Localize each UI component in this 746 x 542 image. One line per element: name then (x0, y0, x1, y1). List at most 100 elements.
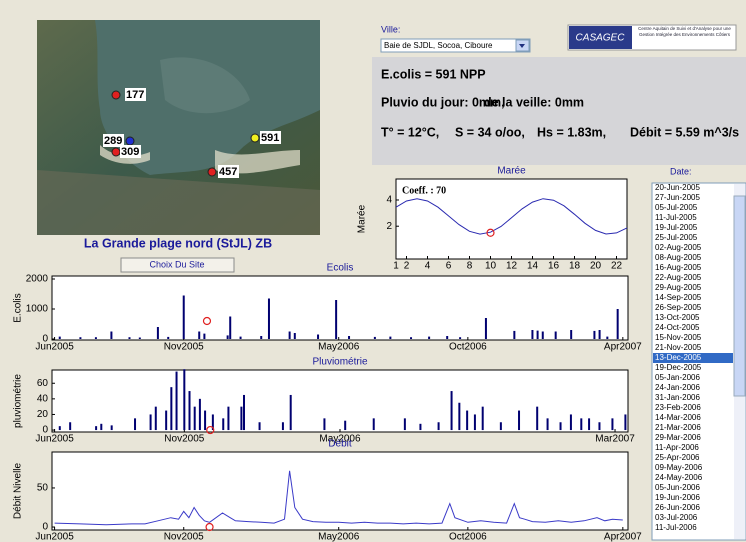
date-item[interactable]: 13-Dec-2005 (655, 353, 702, 362)
bar (617, 309, 619, 339)
chart-title: Marée (497, 166, 526, 177)
y-tick-label: 50 (37, 483, 49, 494)
bar (176, 372, 178, 430)
date-item[interactable]: 11-Jul-2005 (655, 213, 697, 222)
x-tick-label: Jun2005 (35, 532, 74, 542)
date-item[interactable]: 16-Aug-2005 (655, 263, 702, 272)
ville-value[interactable]: Baie de SJDL, Socoa, Ciboure (384, 41, 493, 50)
bar (199, 399, 201, 430)
x-tick-label: 8 (467, 261, 473, 272)
x-tick-label: May2006 (318, 532, 360, 542)
date-item[interactable]: 15-Nov-2005 (655, 333, 702, 342)
ecolis-info: E.colis = 591 NPP (381, 67, 486, 81)
date-item[interactable]: 23-Feb-2006 (655, 403, 701, 412)
bar (451, 391, 453, 430)
map-marker[interactable] (112, 91, 120, 99)
marker-label: 457 (219, 166, 237, 178)
y-tick-label: 60 (37, 378, 49, 389)
bar (150, 414, 152, 430)
marker-label: 177 (126, 89, 144, 101)
x-tick-label: Jun2005 (35, 434, 74, 445)
wave-height: Hs = 1.83m, (537, 125, 606, 139)
x-tick-label: 2 (404, 261, 410, 272)
x-tick-label: 1 (393, 261, 399, 272)
date-item[interactable]: 19-Dec-2005 (655, 363, 702, 372)
bar (335, 300, 337, 339)
logo-name: CASAGEC (576, 33, 626, 44)
date-item[interactable]: 21-Nov-2005 (655, 343, 702, 352)
plot-area (52, 276, 628, 340)
bar (222, 418, 224, 430)
bar (593, 331, 595, 339)
date-item[interactable]: 31-Jan-2006 (655, 393, 700, 402)
bar (100, 424, 102, 430)
date-item[interactable]: 09-May-2006 (655, 463, 703, 472)
date-item[interactable]: 11-Jul-2006 (655, 523, 697, 532)
bar (243, 395, 245, 430)
plot-area (52, 452, 628, 530)
date-item[interactable]: 25-Jul-2005 (655, 233, 698, 242)
date-item[interactable]: 05-Jul-2005 (655, 203, 698, 212)
map-caption: La Grande plage nord (StJL) ZB (84, 236, 272, 250)
logo-text-box: Centre Aquitain de Suivi et d'Analyse po… (634, 26, 735, 49)
bar (513, 331, 515, 339)
date-item[interactable]: 11-Apr-2006 (655, 443, 699, 452)
bar (547, 418, 549, 430)
date-item[interactable]: 05-Jun-2006 (655, 483, 700, 492)
y-tick-label: 0 (42, 522, 48, 533)
date-item[interactable]: 08-Aug-2005 (655, 253, 702, 262)
date-item[interactable]: 14-Sep-2005 (655, 293, 702, 302)
date-item[interactable]: 29-Mar-2006 (655, 433, 701, 442)
date-item[interactable]: 19-Jul-2005 (655, 223, 698, 232)
date-item[interactable]: 27-Jun-2005 (655, 193, 700, 202)
map-marker[interactable] (126, 137, 134, 145)
bar (542, 332, 544, 340)
bar (611, 418, 613, 430)
marker-label: 289 (104, 135, 122, 147)
x-tick-label: Apr2007 (604, 342, 642, 353)
date-item[interactable]: 24-Oct-2005 (655, 323, 700, 332)
date-item[interactable]: 29-Aug-2005 (655, 283, 702, 292)
bar (165, 411, 167, 430)
bar (189, 391, 191, 430)
date-item[interactable]: 20-Jun-2005 (655, 183, 700, 192)
date-item[interactable]: 03-Jul-2006 (655, 513, 698, 522)
bar (170, 387, 172, 430)
date-item[interactable]: 22-Aug-2005 (655, 273, 702, 282)
bar (344, 421, 346, 430)
scroll-thumb[interactable] (734, 196, 745, 396)
date-item[interactable]: 26-Sep-2005 (655, 303, 702, 312)
y-axis-label: E.colis (13, 293, 24, 322)
bar (570, 414, 572, 430)
map-marker[interactable] (208, 168, 216, 176)
map-marker[interactable] (112, 148, 120, 156)
chart-title: Débit (328, 439, 352, 450)
bar (599, 330, 601, 339)
date-item[interactable]: 24-May-2006 (655, 473, 703, 482)
bar (373, 418, 375, 430)
pluvio-prev: de la veille: 0mm (484, 95, 584, 109)
bar (323, 418, 325, 430)
date-item[interactable]: 02-Aug-2005 (655, 243, 702, 252)
annotation: Coeff. : 70 (402, 185, 446, 196)
y-tick-label: 2 (386, 221, 392, 232)
date-item[interactable]: 21-Mar-2006 (655, 423, 701, 432)
logo-text: Centre Aquitain de Suivi et d'Analyse po… (634, 26, 735, 37)
x-tick-label: 22 (611, 261, 623, 272)
date-item[interactable]: 26-Jun-2006 (655, 503, 700, 512)
bar (204, 411, 206, 430)
x-tick-label: 10 (485, 261, 497, 272)
date-item[interactable]: 13-Oct-2005 (655, 313, 700, 322)
date-item[interactable]: 05-Jan-2006 (655, 373, 700, 382)
y-axis-label: Marée (357, 204, 368, 233)
bar (110, 332, 112, 340)
map-marker[interactable] (251, 134, 259, 142)
bar (580, 418, 582, 430)
bar (95, 337, 97, 339)
site-button-label[interactable]: Choix Du Site (149, 259, 204, 269)
date-item[interactable]: 24-Jan-2006 (655, 383, 700, 392)
x-tick-label: 4 (425, 261, 431, 272)
date-item[interactable]: 14-Mar-2006 (655, 413, 701, 422)
date-item[interactable]: 19-Jun-2006 (655, 493, 700, 502)
date-item[interactable]: 25-Apr-2006 (655, 453, 700, 462)
